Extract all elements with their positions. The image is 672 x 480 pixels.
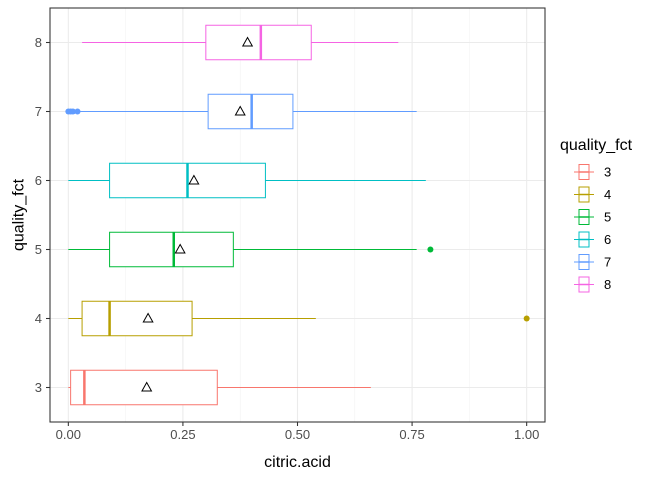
mean-marker <box>142 312 154 323</box>
outlier-point <box>427 246 434 253</box>
x-tick-label: 0.00 <box>56 427 81 442</box>
x-tick-label: 0.75 <box>399 427 424 442</box>
y-axis-title: quality_fct <box>11 178 28 251</box>
x-axis-title: citric.acid <box>264 454 331 471</box>
x-tick-label: 0.25 <box>170 427 195 442</box>
outlier-point <box>69 108 76 115</box>
legend-label: 7 <box>604 255 611 270</box>
y-tick-label: 6 <box>35 173 42 188</box>
outlier-point <box>523 315 530 322</box>
legend-label: 4 <box>604 187 611 202</box>
y-tick-label: 7 <box>35 104 42 119</box>
mean-marker <box>234 105 246 116</box>
legend-label: 6 <box>604 232 611 247</box>
box-group-7 <box>65 93 417 130</box>
axes: 0.00 0.25 0.50 0.75 1.00 3 4 5 6 7 8 <box>35 35 540 442</box>
mean-marker <box>241 36 254 47</box>
box <box>81 300 193 337</box>
legend-key-5: 5 <box>574 209 611 225</box>
legend-key-4: 4 <box>574 186 611 203</box>
mean-marker <box>141 381 153 392</box>
legend-key-7: 7 <box>574 254 611 270</box>
legend-label: 3 <box>604 165 611 180</box>
boxes <box>65 24 530 406</box>
x-tick-label: 0.50 <box>285 427 310 442</box>
legend-key-8: 8 <box>574 276 611 293</box>
box-group-4 <box>68 300 530 337</box>
mean-marker <box>188 174 200 185</box>
legend-label: 5 <box>604 210 611 225</box>
legend: quality_fct 3 4 5 6 7 8 <box>560 137 633 293</box>
y-tick-label: 4 <box>35 311 42 326</box>
y-tick-label: 3 <box>35 380 42 395</box>
box-group-8 <box>82 24 399 61</box>
outlier-point <box>74 108 81 115</box>
box <box>109 231 234 268</box>
legend-title: quality_fct <box>560 137 633 154</box>
legend-key-3: 3 <box>574 164 611 180</box>
box-group-3 <box>68 369 371 406</box>
legend-label: 8 <box>604 277 611 292</box>
box-group-6 <box>68 162 426 199</box>
legend-key-6: 6 <box>574 231 611 248</box>
y-tick-label: 5 <box>35 242 42 257</box>
x-tick-label: 1.00 <box>514 427 539 442</box>
box-group-5 <box>68 231 434 268</box>
y-tick-label: 8 <box>35 35 42 50</box>
box <box>205 24 312 61</box>
mean-marker <box>174 243 186 254</box>
